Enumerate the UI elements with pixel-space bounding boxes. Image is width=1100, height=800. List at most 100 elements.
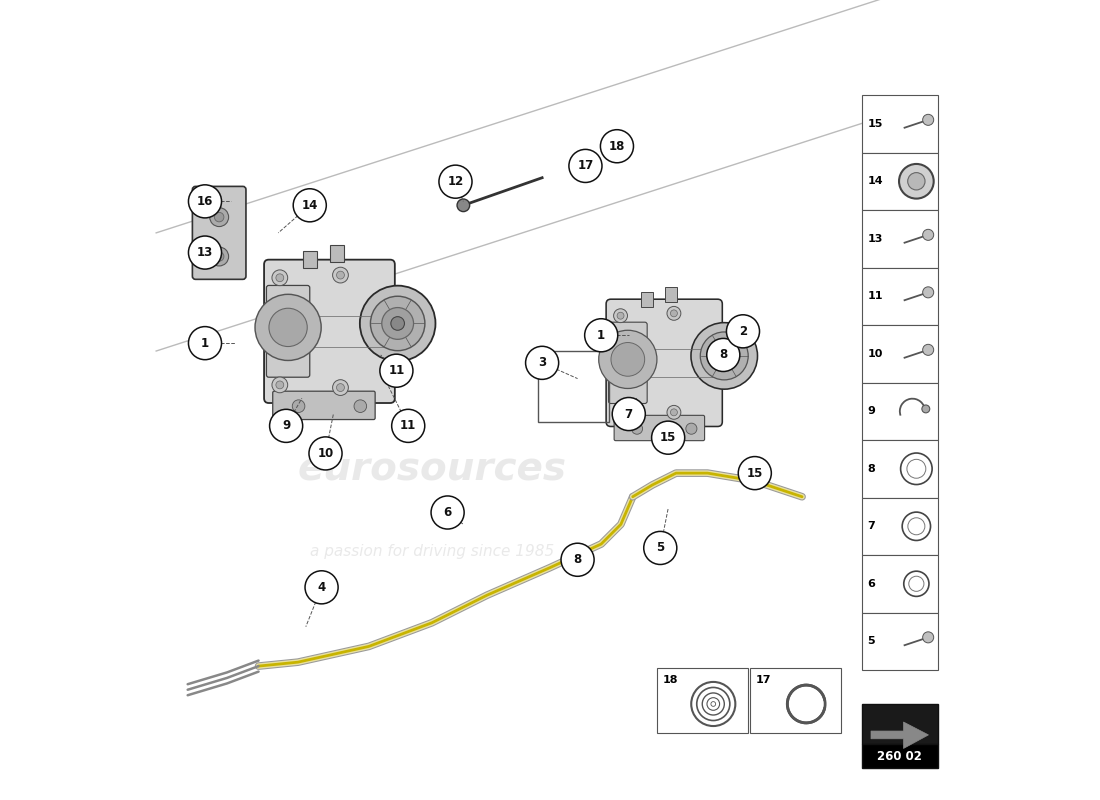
Text: 14: 14: [868, 176, 883, 186]
Circle shape: [272, 377, 288, 393]
Text: 11: 11: [400, 419, 416, 432]
Bar: [862, 704, 937, 744]
Circle shape: [701, 332, 748, 380]
Circle shape: [332, 380, 349, 395]
Circle shape: [685, 423, 697, 434]
Text: 3: 3: [538, 356, 547, 370]
Bar: [330, 245, 344, 262]
Circle shape: [702, 693, 724, 715]
Text: 10: 10: [318, 447, 333, 460]
Circle shape: [569, 150, 602, 182]
Circle shape: [904, 571, 930, 596]
Circle shape: [631, 423, 642, 434]
Text: 1: 1: [597, 329, 605, 342]
Circle shape: [923, 344, 934, 355]
Circle shape: [332, 267, 349, 283]
Circle shape: [431, 496, 464, 529]
Circle shape: [617, 406, 624, 414]
Circle shape: [439, 165, 472, 198]
Circle shape: [644, 531, 676, 565]
Circle shape: [360, 286, 436, 362]
Circle shape: [305, 570, 338, 604]
Text: 7: 7: [868, 522, 876, 531]
Circle shape: [718, 350, 730, 362]
Bar: [302, 251, 317, 268]
Text: 16: 16: [197, 195, 213, 208]
Text: 8: 8: [868, 464, 876, 474]
Text: 9: 9: [282, 419, 290, 432]
Text: 6: 6: [443, 506, 452, 519]
Text: 13: 13: [868, 234, 883, 244]
Circle shape: [526, 346, 559, 379]
Text: 15: 15: [660, 431, 676, 444]
Bar: [862, 382, 937, 440]
Circle shape: [923, 114, 934, 126]
Text: 18: 18: [608, 140, 625, 153]
Circle shape: [923, 230, 934, 240]
Bar: [862, 210, 937, 267]
Circle shape: [671, 310, 678, 317]
Bar: [862, 498, 937, 555]
Circle shape: [711, 342, 738, 370]
Circle shape: [671, 409, 678, 416]
Bar: [862, 95, 937, 153]
Circle shape: [337, 271, 344, 279]
Text: 11: 11: [868, 291, 883, 302]
Circle shape: [906, 459, 926, 478]
Text: 5: 5: [868, 636, 876, 646]
Circle shape: [706, 338, 740, 371]
Circle shape: [276, 274, 284, 282]
FancyBboxPatch shape: [192, 186, 246, 279]
Text: 6: 6: [868, 578, 876, 589]
Text: 4: 4: [318, 581, 326, 594]
Circle shape: [610, 342, 645, 376]
Circle shape: [272, 270, 288, 286]
Bar: [664, 286, 678, 302]
Bar: [862, 440, 937, 498]
Bar: [640, 292, 653, 307]
Circle shape: [210, 208, 229, 226]
Circle shape: [188, 236, 221, 269]
Circle shape: [255, 294, 321, 361]
Bar: [862, 153, 937, 210]
Circle shape: [601, 130, 634, 162]
Bar: [862, 267, 937, 325]
Text: 17: 17: [578, 159, 594, 173]
Circle shape: [188, 185, 221, 218]
Circle shape: [696, 687, 729, 721]
Circle shape: [667, 406, 681, 419]
Bar: [538, 351, 609, 422]
Circle shape: [788, 685, 825, 723]
Circle shape: [922, 405, 930, 413]
Text: 5: 5: [657, 542, 664, 554]
Circle shape: [614, 403, 627, 417]
Bar: [750, 669, 840, 733]
Text: 14: 14: [301, 199, 318, 212]
Circle shape: [711, 702, 716, 706]
Text: eurosources: eurosources: [297, 450, 566, 488]
Circle shape: [726, 314, 759, 348]
Text: 9: 9: [868, 406, 876, 416]
Circle shape: [651, 421, 684, 454]
FancyBboxPatch shape: [266, 286, 310, 378]
Circle shape: [268, 308, 307, 346]
Text: 17: 17: [756, 675, 771, 685]
Circle shape: [276, 381, 284, 389]
FancyBboxPatch shape: [606, 299, 723, 426]
Circle shape: [392, 410, 425, 442]
Text: 2: 2: [739, 325, 747, 338]
Circle shape: [309, 437, 342, 470]
Text: 7: 7: [625, 407, 632, 421]
Circle shape: [667, 306, 681, 320]
FancyBboxPatch shape: [608, 322, 647, 403]
Text: 10: 10: [868, 349, 883, 358]
Circle shape: [598, 330, 657, 389]
Text: a passion for driving since 1985: a passion for driving since 1985: [310, 544, 554, 559]
Circle shape: [585, 318, 618, 352]
Circle shape: [899, 164, 934, 198]
Bar: [862, 744, 937, 769]
Circle shape: [214, 252, 224, 262]
Text: 15: 15: [747, 466, 763, 480]
FancyBboxPatch shape: [264, 260, 395, 403]
Circle shape: [371, 296, 425, 350]
